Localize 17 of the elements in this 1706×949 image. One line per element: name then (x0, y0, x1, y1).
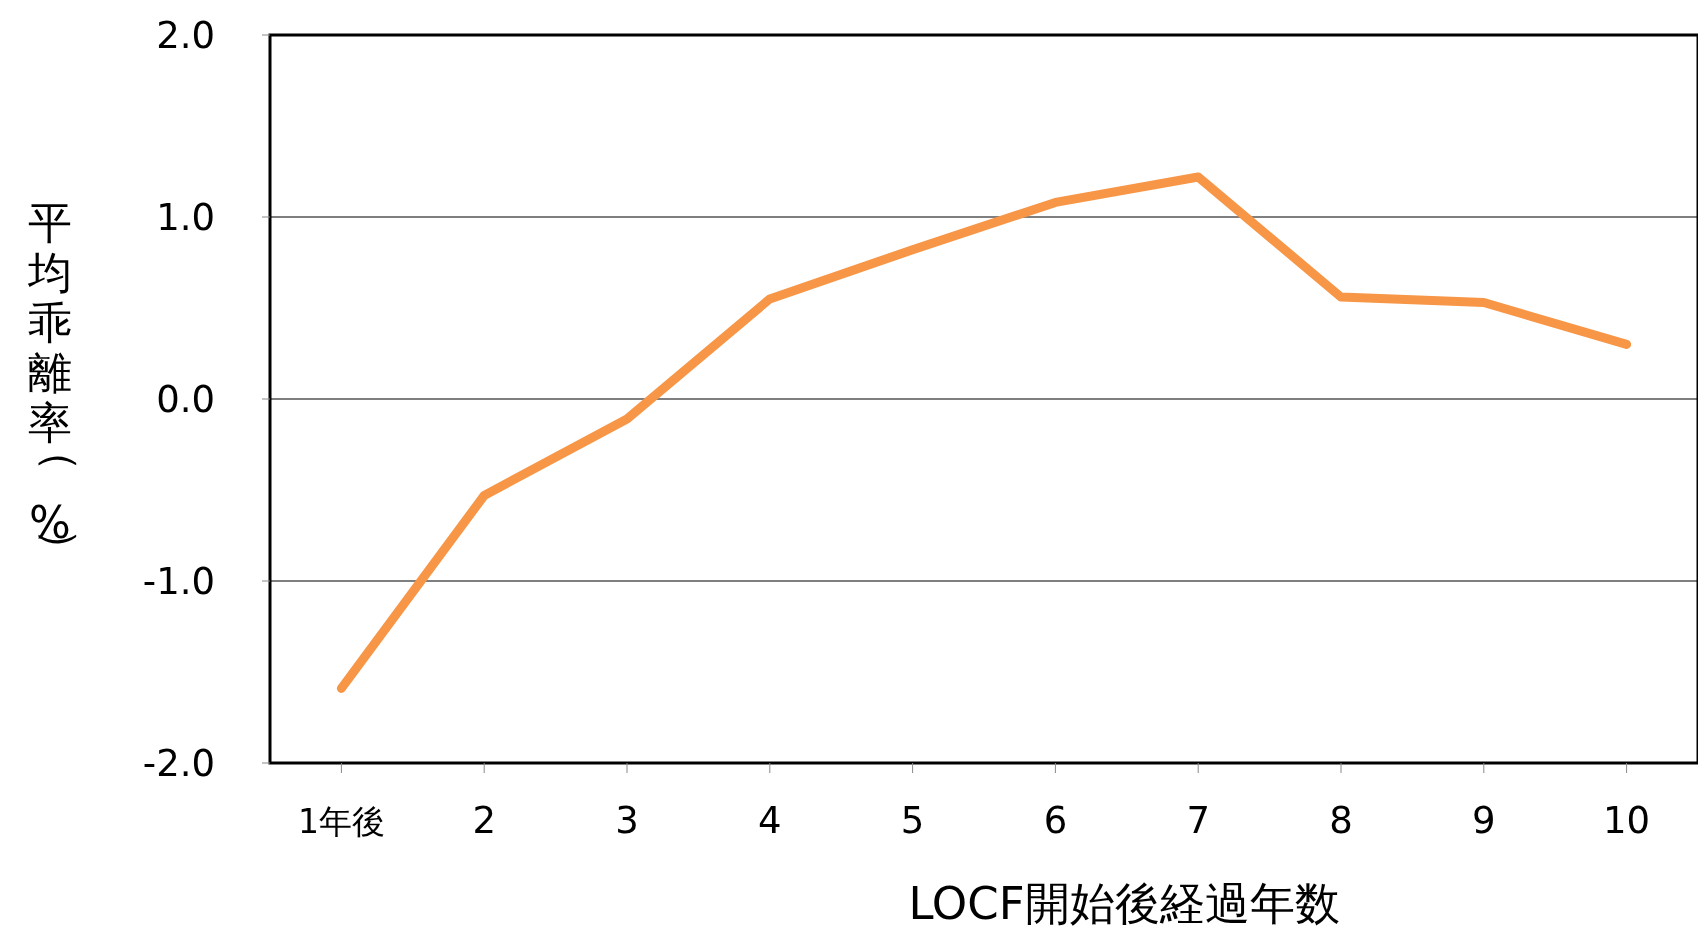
y-tick-label: -2.0 (142, 741, 215, 785)
y-axis-title: 平均乖離率（%） (27, 197, 87, 572)
x-tick-label: 9 (1472, 799, 1496, 842)
x-tick-label: 4 (758, 799, 782, 842)
x-tick-label: 8 (1329, 799, 1353, 842)
x-tick-label: 2 (472, 799, 496, 842)
x-tick-label: 1年後 (297, 802, 385, 841)
x-tick-label: 6 (1043, 799, 1068, 842)
x-tick-label: 3 (615, 799, 639, 842)
x-tick-label: 10 (1603, 799, 1651, 842)
y-tick-label: 1.0 (156, 195, 215, 239)
x-tick-label: 5 (900, 799, 925, 842)
x-tick-label: 7 (1186, 799, 1210, 842)
y-tick-label: 2.0 (156, 13, 215, 57)
y-tick-label: -1.0 (142, 559, 215, 603)
y-tick-label: 0.0 (156, 377, 215, 421)
x-axis-title: LOCF開始後経過年数 (908, 877, 1340, 930)
